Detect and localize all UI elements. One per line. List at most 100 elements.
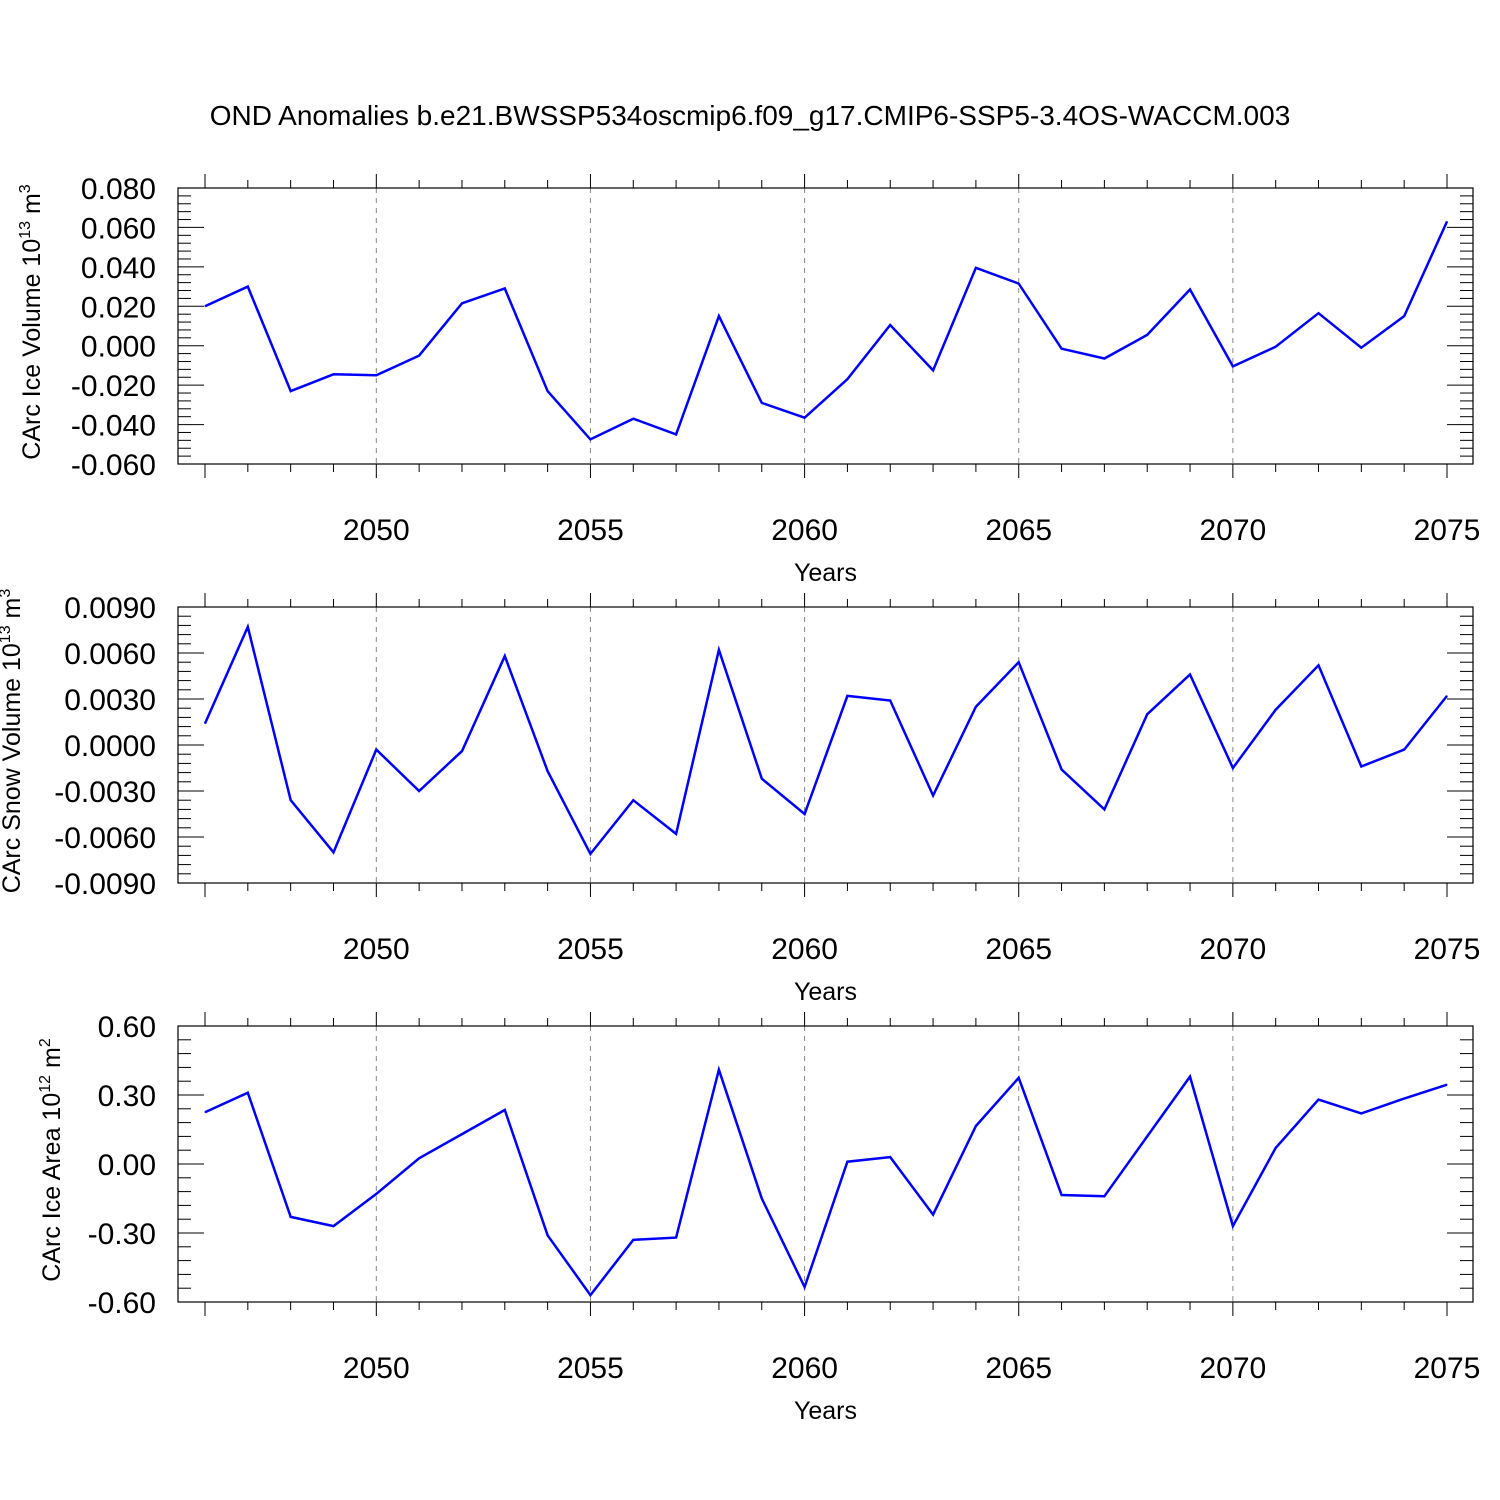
- data-point: [1446, 221, 1448, 223]
- y-tick-label: -0.020: [71, 370, 156, 403]
- data-point: [1232, 365, 1234, 367]
- y-tick-label: 0.0030: [64, 684, 156, 717]
- data-point: [932, 1214, 934, 1216]
- data-point: [247, 286, 249, 288]
- data-point: [889, 700, 891, 702]
- x-tick-label: 2070: [1199, 1352, 1266, 1385]
- data-point: [718, 1069, 720, 1071]
- data-point: [1061, 1194, 1063, 1196]
- series-line-ice-volume: [204, 220, 1449, 441]
- data-point: [375, 1193, 377, 1195]
- data-point: [932, 369, 934, 371]
- x-tick-label: 2065: [985, 514, 1052, 547]
- data-point: [1018, 1077, 1020, 1079]
- data-point: [1018, 661, 1020, 663]
- data-point: [1318, 312, 1320, 314]
- y-axis-label: CArc Ice Area 1012 m2: [37, 1038, 66, 1282]
- panel-ice-volume: -0.060 -0.040 -0.020 0.000 0.020 0.040 0.060 0.…: [17, 173, 1480, 587]
- data-point: [1446, 695, 1448, 697]
- data-point: [1275, 1147, 1277, 1149]
- y-tick-label: 0.0060: [64, 638, 156, 671]
- data-point: [1318, 664, 1320, 666]
- y-axis-label: CArc Ice Volume 1013 m3: [17, 184, 46, 460]
- x-tick-label: 2060: [771, 933, 838, 966]
- y-tick-label: -0.0090: [54, 868, 156, 901]
- data-point: [1146, 334, 1148, 336]
- data-point: [1318, 1099, 1320, 1101]
- data-point: [1018, 283, 1020, 285]
- data-point: [589, 853, 591, 855]
- data-point: [632, 1239, 634, 1241]
- data-point: [461, 750, 463, 752]
- chart-title: OND Anomalies b.e21.BWSSP534oscmip6.f09_…: [210, 100, 1291, 131]
- data-point: [1103, 808, 1105, 810]
- data-point: [761, 1198, 763, 1199]
- y-tick-label: 0.30: [98, 1080, 156, 1113]
- data-point: [418, 790, 420, 792]
- y-tick-label: 0.040: [81, 252, 156, 285]
- data-point: [547, 390, 549, 392]
- y-tick-label: -0.60: [88, 1287, 156, 1320]
- y-tick-label: 0.0090: [64, 592, 156, 625]
- panels: -0.060 -0.040 -0.020 0.000 0.020 0.040 0.060 0.…: [0, 173, 1480, 1425]
- data-point: [547, 1234, 549, 1236]
- data-point: [675, 833, 677, 835]
- x-axis-label: Years: [794, 559, 857, 587]
- y-tick-label: -0.060: [71, 449, 156, 482]
- data-point: [932, 795, 934, 797]
- x-tick-label: 2075: [1414, 933, 1481, 966]
- y-tick-label: -0.040: [71, 410, 156, 443]
- data-point: [675, 1237, 677, 1239]
- y-tick-label: 0.060: [81, 212, 156, 245]
- data-point: [247, 1092, 249, 1094]
- y-tick-label: 0.080: [81, 173, 156, 206]
- y-tick-label: 0.00: [98, 1149, 156, 1182]
- data-point: [889, 1156, 891, 1158]
- data-point: [975, 1125, 977, 1127]
- data-point: [1146, 713, 1148, 715]
- y-tick-label: 0.60: [98, 1011, 156, 1044]
- data-point: [589, 1294, 591, 1296]
- data-point: [804, 417, 806, 419]
- data-point: [1189, 289, 1191, 291]
- x-axis-label: Years: [794, 978, 857, 1006]
- x-tick-label: 2065: [985, 933, 1052, 966]
- x-tick-label: 2070: [1199, 933, 1266, 966]
- data-point: [332, 1225, 334, 1227]
- data-point: [804, 813, 806, 815]
- plot-frame: [177, 187, 1474, 465]
- x-tick-label: 2050: [343, 1352, 410, 1385]
- data-point: [1403, 315, 1405, 317]
- data-point: [1360, 347, 1362, 349]
- data-point: [889, 324, 891, 326]
- data-point: [290, 390, 292, 392]
- panel-ice-area: -0.60 -0.30 0.00 0.30 0.60 2050 2055 2060 2065 20…: [37, 1011, 1480, 1425]
- data-point: [204, 723, 206, 725]
- data-point: [718, 649, 720, 651]
- x-tick-label: 2070: [1199, 514, 1266, 547]
- y-tick-label: 0.0000: [64, 730, 156, 763]
- data-point: [1360, 765, 1362, 767]
- data-point: [1103, 1195, 1105, 1197]
- data-point: [1232, 1225, 1234, 1227]
- data-point: [418, 1157, 420, 1159]
- y-tick-label: 0.020: [81, 291, 156, 324]
- x-tick-label: 2055: [557, 514, 624, 547]
- y-tick-label: -0.0030: [54, 776, 156, 809]
- data-point: [1232, 767, 1234, 769]
- x-tick-label: 2065: [985, 1352, 1052, 1385]
- data-point: [504, 288, 506, 290]
- data-point: [1403, 1097, 1405, 1099]
- data-point: [1146, 1135, 1148, 1137]
- data-point: [1103, 358, 1105, 360]
- data-point: [675, 433, 677, 435]
- x-tick-label: 2055: [557, 1352, 624, 1385]
- data-point: [1446, 1084, 1448, 1086]
- data-point: [461, 1133, 463, 1135]
- x-tick-label: 2075: [1414, 514, 1481, 547]
- x-tick-label: 2075: [1414, 1352, 1481, 1385]
- data-point: [975, 267, 977, 269]
- data-point: [1189, 1076, 1191, 1078]
- data-point: [761, 402, 763, 404]
